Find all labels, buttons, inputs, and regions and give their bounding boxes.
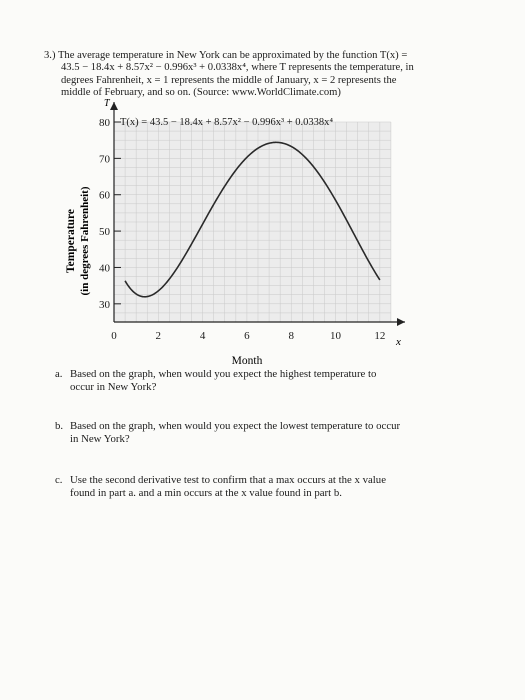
problem-number: 3.) <box>44 50 56 61</box>
chart-axes <box>110 102 405 326</box>
question-c-line2: found in part a. and a min occurs at the… <box>70 486 342 499</box>
y-tick-label: 30 <box>99 299 111 311</box>
question-b-line1: Based on the graph, when would you expec… <box>70 420 401 432</box>
y-tick-label: 80 <box>99 117 111 129</box>
tick-labels: 0 2 4 6 8 10 12 30 40 50 60 70 80 <box>99 117 385 342</box>
y-axis-arrow <box>110 102 118 110</box>
x-tick-label: 10 <box>330 330 342 342</box>
question-b-letter: b. <box>55 420 64 432</box>
x-axis-label: Month <box>232 355 263 367</box>
question-b: b. Based on the graph, when would you ex… <box>55 420 470 445</box>
question-c-line1: Use the second derivative test to confir… <box>70 474 386 486</box>
problem-line-3: degrees Fahrenheit, x = 1 represents the… <box>61 74 397 86</box>
y-tick-label: 40 <box>99 262 111 274</box>
problem-text-1: The average temperature in New York can … <box>57 50 408 61</box>
x-axis-letter: x <box>395 336 401 348</box>
chart-title: T(x) = 43.5 − 18.4x + 8.57x² − 0.996x³ +… <box>120 117 333 128</box>
temperature-curve <box>124 141 381 298</box>
x-tick-label: 2 <box>156 330 162 342</box>
problem-line-4: middle of February, and so on. (Source: … <box>61 87 341 99</box>
x-tick-label: 6 <box>244 330 250 342</box>
question-b-line2: in New York? <box>70 432 130 445</box>
problem-line-1: 3.) The average temperature in New York … <box>44 50 464 62</box>
x-tick-label: 4 <box>200 330 206 342</box>
x-axis-arrow <box>397 318 405 326</box>
y-axis-label-group: Temperature (in degrees Fahrenheit) <box>65 186 91 295</box>
question-c-letter: c. <box>55 474 63 486</box>
temperature-graph: 0 2 4 6 8 10 12 30 40 50 60 70 80 T(x) = 43.5 − 18.4… <box>65 98 405 367</box>
y-axis-letter: T <box>104 98 111 109</box>
y-tick-label: 60 <box>99 190 111 202</box>
y-axis-label-line2: (in degrees Fahrenheit) <box>79 186 91 295</box>
x-tick-label: 8 <box>288 330 294 342</box>
y-axis-label-line1: Temperature <box>65 209 77 273</box>
y-tick-label: 50 <box>99 226 111 238</box>
problem-statement: 3.) The average temperature in New York … <box>44 50 464 100</box>
question-a: a. Based on the graph, when would you ex… <box>55 368 470 393</box>
x-tick-label: 0 <box>111 330 117 342</box>
question-a-letter: a. <box>55 368 63 380</box>
question-c: c. Use the second derivative test to con… <box>55 474 470 499</box>
question-a-line2: occur in New York? <box>70 380 157 393</box>
y-tick-label: 70 <box>99 153 111 165</box>
question-a-line1: Based on the graph, when would you expec… <box>70 368 377 380</box>
problem-line-2: 43.5 − 18.4x + 8.57x² − 0.996x³ + 0.0338… <box>61 62 414 74</box>
x-tick-label: 12 <box>374 330 385 342</box>
